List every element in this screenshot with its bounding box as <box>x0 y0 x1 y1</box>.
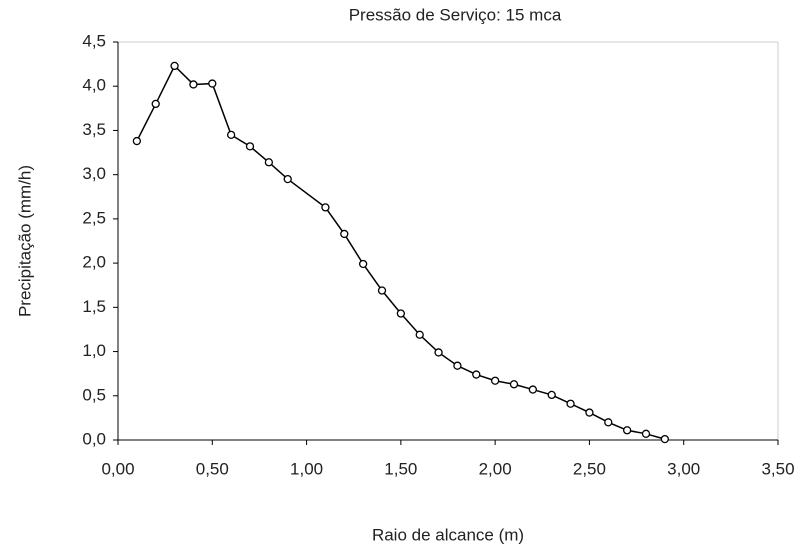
y-tick-label: 1,0 <box>82 341 106 360</box>
data-point <box>472 370 481 379</box>
data-point <box>547 390 556 400</box>
y-tick-label: 0,0 <box>82 429 106 448</box>
data-point <box>283 174 292 184</box>
data-point <box>415 330 424 339</box>
data-point <box>660 434 670 444</box>
data-point <box>170 61 179 71</box>
data-point <box>132 136 142 146</box>
data-point <box>208 79 217 88</box>
series-line <box>136 64 666 440</box>
data-point <box>151 99 160 109</box>
data-point <box>528 385 538 394</box>
data-point <box>377 286 387 295</box>
x-tick-label: 1,00 <box>290 459 323 478</box>
data-point <box>245 142 255 151</box>
x-tick-label: 0,00 <box>101 459 134 478</box>
x-tick-label: 1,50 <box>384 459 417 478</box>
data-point <box>604 418 613 427</box>
y-tick-label: 2,0 <box>82 253 106 272</box>
x-axis-label: Raio de alcance (m) <box>372 525 524 544</box>
x-tick-label: 0,50 <box>196 459 229 478</box>
data-point <box>453 361 462 370</box>
data-point <box>321 203 330 212</box>
data-point <box>490 376 500 385</box>
x-tick-label: 3,00 <box>667 459 700 478</box>
data-point <box>358 259 368 269</box>
chart-title: Pressão de Serviço: 15 mca <box>349 5 562 24</box>
data-point <box>226 130 236 140</box>
data-point <box>340 229 349 239</box>
x-tick-label: 2,00 <box>479 459 512 478</box>
y-tick-label: 1,5 <box>82 297 106 316</box>
data-point <box>189 80 198 89</box>
data-point <box>509 380 519 389</box>
y-tick-label: 2,5 <box>82 208 106 227</box>
data-point <box>264 158 274 167</box>
y-tick-label: 3,5 <box>82 120 106 139</box>
data-point <box>434 348 443 357</box>
x-tick-label: 3,50 <box>761 459 794 478</box>
data-point <box>396 309 406 318</box>
data-point <box>585 408 594 417</box>
y-axis-label: Precipitação (mm/h) <box>15 165 34 317</box>
y-tick-label: 0,5 <box>82 385 106 404</box>
y-tick-label: 3,0 <box>82 164 106 183</box>
data-point <box>566 399 575 408</box>
y-tick-label: 4,0 <box>82 76 106 95</box>
plot-frame <box>117 41 779 441</box>
x-tick-label: 2,50 <box>573 459 606 478</box>
data-point <box>622 426 632 435</box>
y-tick-label: 4,5 <box>82 31 106 50</box>
data-point <box>641 429 651 438</box>
